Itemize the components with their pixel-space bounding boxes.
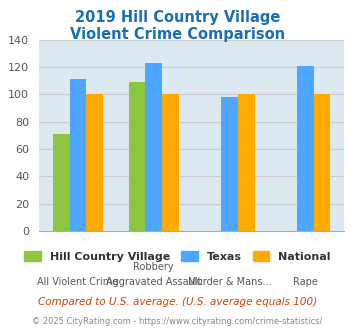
Text: Murder & Mans...: Murder & Mans... <box>188 277 271 287</box>
Text: Robbery: Robbery <box>133 262 174 272</box>
Text: 2019 Hill Country Village
Violent Crime Comparison: 2019 Hill Country Village Violent Crime … <box>70 10 285 42</box>
Legend: Hill Country Village, Texas, National: Hill Country Village, Texas, National <box>20 247 335 267</box>
Text: All Violent Crime: All Violent Crime <box>37 277 119 287</box>
Bar <box>221 97 238 231</box>
Bar <box>238 94 255 231</box>
Bar <box>162 94 179 231</box>
Bar <box>146 63 162 231</box>
Text: Aggravated Assault: Aggravated Assault <box>106 277 202 287</box>
Bar <box>314 94 331 231</box>
Text: Rape: Rape <box>293 277 318 287</box>
Bar <box>297 66 314 231</box>
Text: © 2025 CityRating.com - https://www.cityrating.com/crime-statistics/: © 2025 CityRating.com - https://www.city… <box>32 317 323 326</box>
Bar <box>86 94 103 231</box>
Bar <box>53 134 70 231</box>
Bar <box>129 82 146 231</box>
Bar <box>70 79 86 231</box>
Text: Compared to U.S. average. (U.S. average equals 100): Compared to U.S. average. (U.S. average … <box>38 297 317 307</box>
